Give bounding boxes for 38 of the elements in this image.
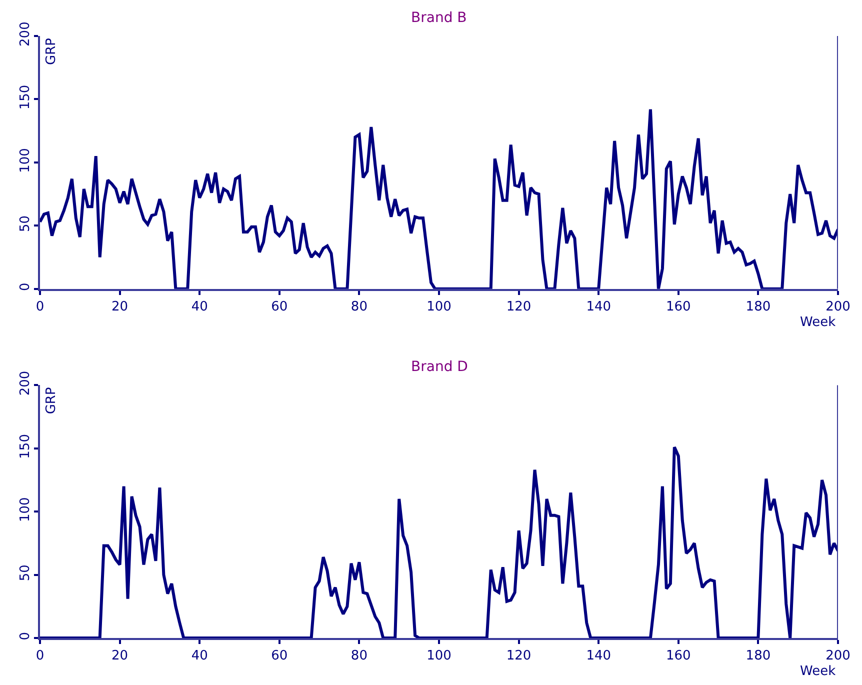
y-tick-label: 150 (18, 434, 33, 459)
x-tick-label: 20 (112, 648, 128, 664)
x-tick-label: 180 (746, 299, 771, 314)
x-tick-label: 40 (191, 648, 208, 664)
y-tick-label: 100 (18, 148, 33, 173)
x-tick-label: 120 (506, 299, 532, 314)
x-tick-label: 0 (36, 299, 44, 314)
y-tick-label: 50 (18, 564, 33, 582)
y-tick-label: 150 (18, 84, 33, 110)
y-tick-label: 200 (18, 22, 33, 46)
y-tick-label: 200 (18, 370, 33, 396)
x-tick-label: 0 (36, 648, 44, 664)
x-tick-label: 100 (426, 648, 452, 664)
y-axis-title: GRP (44, 387, 59, 414)
x-tick-label: 80 (350, 648, 368, 664)
x-tick-label: 160 (666, 299, 691, 314)
x-axis-title: Week (800, 315, 836, 330)
x-tick-label: 80 (350, 299, 368, 314)
x-tick-label: 60 (271, 648, 288, 664)
chart-title: Brand B (411, 10, 467, 26)
y-tick-label: 50 (18, 215, 33, 232)
y-tick-label: 100 (18, 497, 33, 522)
x-tick-label: 200 (826, 299, 850, 314)
x-tick-label: 120 (506, 648, 532, 664)
x-tick-label: 40 (191, 299, 208, 314)
x-tick-label: 200 (826, 648, 850, 664)
x-tick-label: 140 (586, 299, 612, 314)
y-axis-title: GRP (44, 38, 59, 65)
y-tick-label: 0 (18, 282, 33, 292)
x-tick-label: 140 (586, 648, 612, 664)
x-tick-label: 60 (271, 299, 288, 314)
x-tick-label: 20 (112, 299, 128, 314)
x-axis-title: Week (800, 664, 836, 679)
chart-title: Brand D (411, 359, 468, 375)
x-tick-label: 100 (426, 299, 452, 314)
x-tick-label: 180 (746, 648, 771, 664)
y-tick-label: 0 (18, 632, 33, 640)
x-tick-label: 160 (666, 648, 691, 664)
